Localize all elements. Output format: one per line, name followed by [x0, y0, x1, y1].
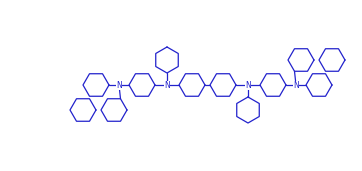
Text: N: N — [164, 81, 170, 89]
Text: N: N — [293, 81, 299, 89]
Text: N: N — [116, 81, 122, 89]
Text: N: N — [245, 81, 251, 89]
